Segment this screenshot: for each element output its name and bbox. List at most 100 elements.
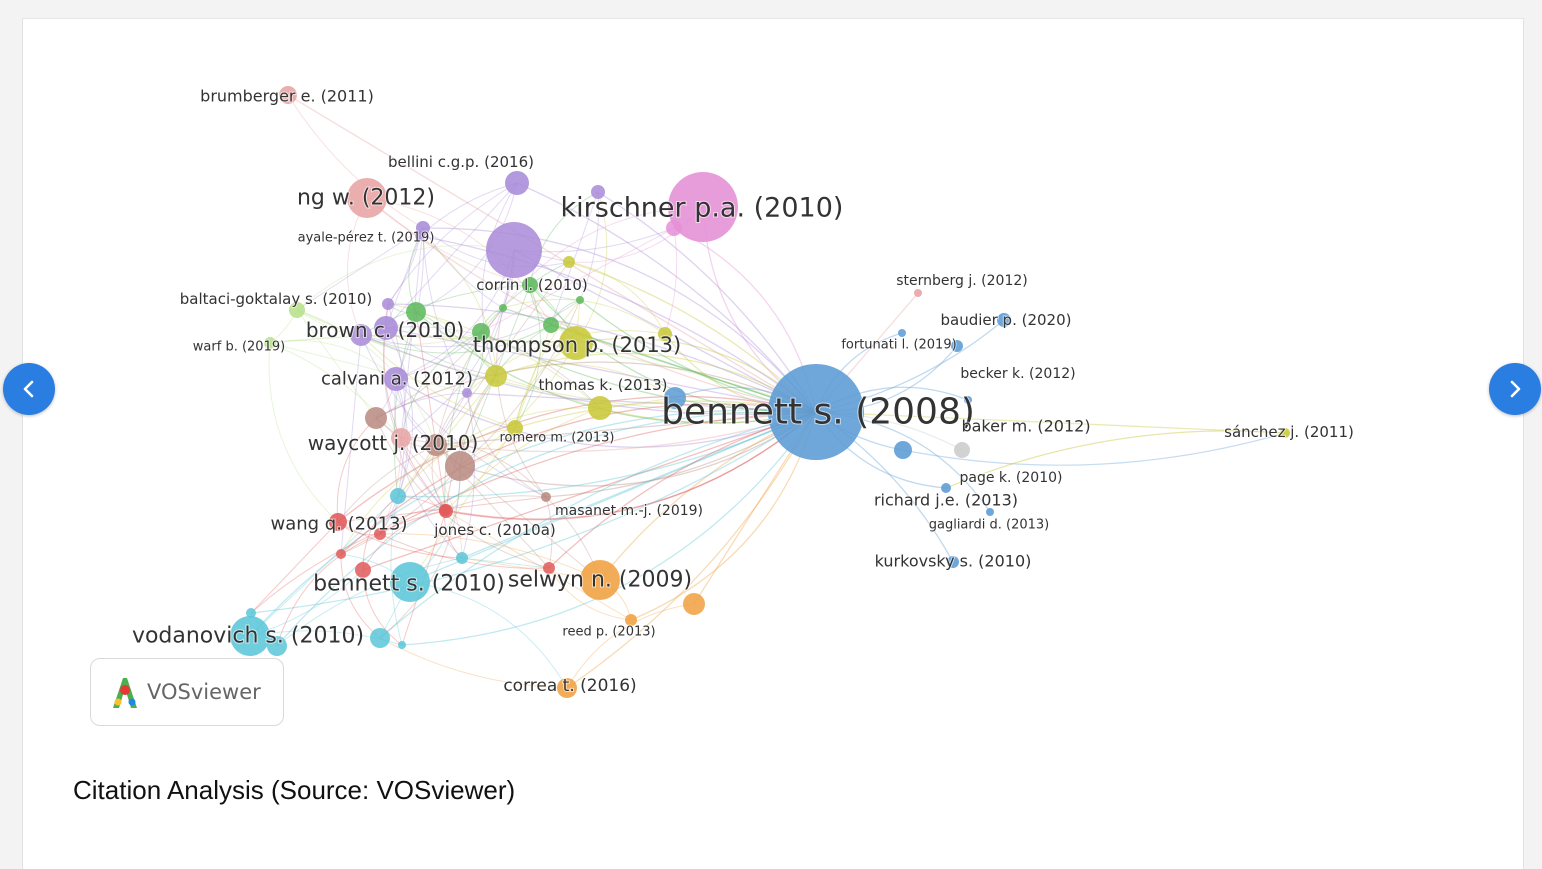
node-thomas-k-2013[interactable] xyxy=(588,396,612,420)
node-kirschner-p-a-2010[interactable] xyxy=(668,172,738,242)
network-link xyxy=(435,307,504,446)
next-slide-button[interactable] xyxy=(1489,363,1541,415)
network-links xyxy=(249,94,1286,689)
node-s-nchez-j-2011[interactable] xyxy=(1280,428,1290,438)
network-node[interactable] xyxy=(355,562,371,578)
network-link xyxy=(385,182,518,329)
network-node[interactable] xyxy=(391,428,411,448)
network-link xyxy=(340,465,461,555)
network-node[interactable] xyxy=(563,256,575,268)
network-link xyxy=(360,334,461,467)
network-link xyxy=(481,182,518,377)
node-sternberg-j-2012[interactable] xyxy=(914,289,922,297)
network-node[interactable] xyxy=(382,298,394,310)
network-link xyxy=(459,342,577,467)
network-link xyxy=(387,303,817,413)
network-node[interactable] xyxy=(499,304,507,312)
network-node[interactable] xyxy=(543,317,559,333)
network-node[interactable] xyxy=(370,628,390,648)
node-kurkovsky-s-2010[interactable] xyxy=(947,556,959,568)
network-link xyxy=(276,533,381,647)
node-becker-k-2012[interactable] xyxy=(964,396,972,404)
network-node[interactable] xyxy=(658,327,672,341)
node-baltaci-goktalay-s-2010[interactable] xyxy=(289,302,305,318)
network-link xyxy=(397,375,497,497)
node-fortunati-l-2019[interactable] xyxy=(951,340,963,352)
network-node[interactable] xyxy=(472,323,490,341)
node-masanet-m-j-2019[interactable] xyxy=(541,492,551,502)
network-node[interactable] xyxy=(390,488,406,504)
network-node[interactable] xyxy=(398,641,406,649)
network-link xyxy=(385,327,817,413)
node-richard-j-e-2013[interactable] xyxy=(941,483,951,493)
network-link xyxy=(360,334,516,429)
network-link xyxy=(480,227,675,333)
network-node[interactable] xyxy=(591,185,605,199)
node-page-k-2010[interactable] xyxy=(894,441,912,459)
node-calvani-a-2012[interactable] xyxy=(384,367,408,391)
node-baudier-p-2020[interactable] xyxy=(997,313,1011,327)
node-baker-m-2012[interactable] xyxy=(954,442,970,458)
network-link xyxy=(379,411,817,639)
node-thompson-p-2013[interactable] xyxy=(559,326,593,360)
network-link xyxy=(445,411,817,521)
network-node[interactable] xyxy=(898,329,906,337)
network-link xyxy=(269,335,817,413)
network-link xyxy=(360,334,817,416)
network-node[interactable] xyxy=(336,549,346,559)
node-gagliardi-d-2013[interactable] xyxy=(986,508,994,516)
network-link xyxy=(400,331,482,439)
network-link xyxy=(400,411,817,453)
node-ng-w-2012[interactable] xyxy=(347,178,387,218)
network-link xyxy=(296,244,515,311)
node-brown-c-2010[interactable] xyxy=(374,316,398,340)
network-link xyxy=(550,191,599,326)
node-warf-b-2019[interactable] xyxy=(264,337,276,349)
network-node[interactable] xyxy=(462,388,472,398)
network-node[interactable] xyxy=(576,296,584,304)
label-sternberg-j-2012: sternberg j. (2012) xyxy=(896,273,1027,289)
node-bennett-s-2010[interactable] xyxy=(390,562,430,602)
node-vodanovich-s-2010[interactable] xyxy=(230,616,270,656)
network-node[interactable] xyxy=(365,407,387,429)
network-node[interactable] xyxy=(485,365,507,387)
network-node[interactable] xyxy=(374,528,386,540)
node-jones-c-2010a[interactable] xyxy=(439,504,453,518)
node-wang-q-2013[interactable] xyxy=(329,513,347,531)
network-link xyxy=(422,227,468,394)
node-correa-t-2016[interactable] xyxy=(557,678,577,698)
label-wang-q-2013: wang q. (2013) xyxy=(270,514,407,535)
network-node[interactable] xyxy=(406,302,426,322)
node-ayale-p-rez-t-2019[interactable] xyxy=(416,221,430,235)
node-selwyn-n-2009[interactable] xyxy=(580,560,620,600)
network-link xyxy=(514,299,581,429)
network-node[interactable] xyxy=(543,562,555,574)
network-node[interactable] xyxy=(456,552,468,564)
node-brumberger-e-2011[interactable] xyxy=(279,86,297,104)
network-link xyxy=(375,417,446,511)
network-labels: bennett s. (2008) kirschner p.a. (2010) ng… xyxy=(131,86,1355,698)
network-link xyxy=(516,182,817,413)
network-node[interactable] xyxy=(683,593,705,615)
figure-caption: Citation Analysis (Source: VOSviewer) xyxy=(73,775,516,805)
label-baltaci-goktalay-s-2010: baltaci-goktalay s. (2010) xyxy=(180,290,372,308)
network-node[interactable] xyxy=(246,608,256,618)
network-link xyxy=(375,307,504,419)
network-node[interactable] xyxy=(267,636,287,656)
network-link xyxy=(435,411,817,446)
node-bellini-c-g-p-2016[interactable] xyxy=(505,171,529,195)
node-romero-m-2013[interactable] xyxy=(507,420,523,436)
network-node[interactable] xyxy=(486,222,542,278)
network-node[interactable] xyxy=(350,324,372,346)
label-s-nchez-j-2011: sánchez j. (2011) xyxy=(1224,423,1354,441)
network-link xyxy=(362,495,399,571)
network-link xyxy=(444,411,817,520)
previous-slide-button[interactable] xyxy=(3,363,55,415)
node-bennett-s-2008[interactable] xyxy=(768,364,864,460)
node-corrin-l-2010[interactable] xyxy=(522,277,538,293)
node-reed-p-2013[interactable] xyxy=(625,614,637,626)
network-link xyxy=(250,521,339,614)
node-waycott-j-2010[interactable] xyxy=(425,434,447,456)
network-node[interactable] xyxy=(664,387,686,409)
network-node[interactable] xyxy=(445,451,475,481)
